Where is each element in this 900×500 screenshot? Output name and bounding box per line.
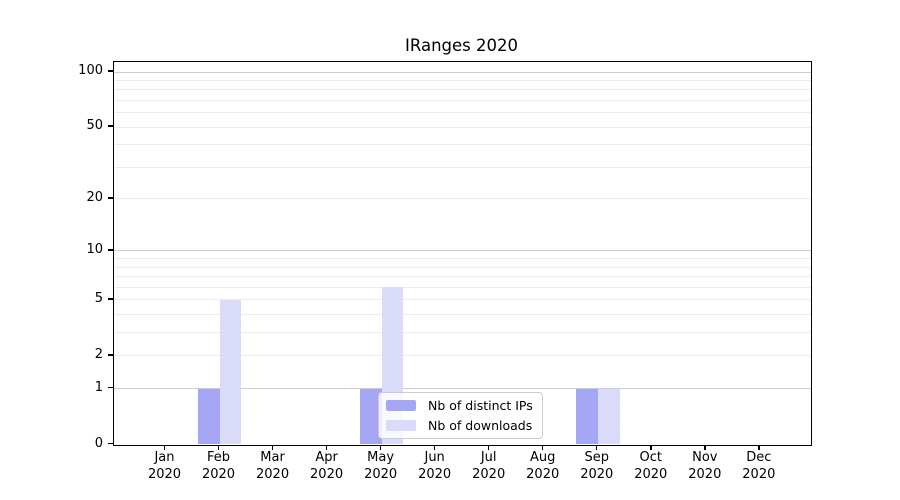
x-axis-tick — [379, 445, 382, 450]
gridline-minor — [114, 112, 811, 114]
x-axis-tick-label: Feb 2020 — [191, 450, 247, 483]
gridline-minor — [114, 99, 811, 101]
gridline-minor — [114, 126, 811, 128]
x-axis-tick — [217, 445, 220, 450]
x-axis-year: 2020 — [364, 466, 398, 482]
x-axis-tick-label: Nov 2020 — [677, 450, 733, 483]
legend-item: Nb of distinct IPs — [386, 398, 533, 413]
gridline-minor — [114, 266, 811, 268]
gridline-minor — [114, 286, 811, 288]
y-axis-tick — [107, 197, 113, 199]
chart-title: IRanges 2020 — [405, 36, 518, 55]
y-axis-tick-label: 10 — [86, 241, 103, 257]
gridline-minor — [114, 299, 811, 301]
x-axis-tick — [271, 445, 274, 450]
legend-item: Nb of downloads — [386, 418, 533, 433]
x-axis-tick-label: Jul 2020 — [461, 450, 517, 483]
x-axis-year: 2020 — [201, 466, 236, 482]
y-axis-tick-label: 0 — [94, 435, 103, 451]
x-axis-tick — [758, 445, 760, 450]
y-axis-tick — [107, 70, 113, 72]
x-axis-tick — [325, 445, 328, 450]
x-axis-year: 2020 — [580, 466, 614, 482]
x-axis-year: 2020 — [418, 466, 452, 482]
x-axis-month: Apr — [315, 450, 338, 465]
y-axis-tick-label: 2 — [94, 346, 103, 362]
gridline-minor — [114, 355, 811, 357]
bar-distinct-ips — [575, 388, 598, 445]
x-axis-tick-label: Jun 2020 — [407, 450, 463, 483]
y-axis-tick-label: 5 — [94, 290, 103, 306]
gridline-minor — [114, 276, 811, 278]
legend: Nb of distinct IPs Nb of downloads — [378, 392, 543, 439]
y-axis-tick-label: 100 — [78, 63, 103, 78]
x-axis-tick-label: Sep 2020 — [569, 450, 625, 483]
x-axis-tick-label: Oct 2020 — [623, 450, 679, 483]
x-axis-tick — [704, 445, 706, 450]
x-axis-tick — [433, 445, 436, 450]
x-axis-month: Aug — [530, 450, 556, 465]
x-axis-month: Dec — [746, 450, 772, 465]
y-axis-tick-label: 1 — [94, 379, 103, 395]
y-axis-tick — [107, 125, 113, 127]
x-axis-month: Oct — [639, 450, 662, 465]
y-axis-tick — [107, 249, 113, 251]
gridline-minor — [114, 258, 811, 260]
x-axis-tick-label: Apr 2020 — [299, 450, 355, 483]
x-axis-month: Nov — [692, 450, 718, 465]
x-axis-tick — [163, 445, 166, 450]
legend-swatch — [386, 420, 416, 431]
legend-label: Nb of downloads — [428, 418, 533, 433]
x-axis-month: Jan — [154, 450, 175, 465]
y-axis-tick-label: 20 — [86, 189, 103, 205]
plot-area — [113, 61, 812, 446]
x-axis-month: Sep — [584, 450, 609, 465]
x-axis-year: 2020 — [310, 466, 344, 482]
x-axis-month: Jul — [480, 450, 497, 465]
gridline-minor — [114, 332, 811, 334]
y-axis-tick — [107, 442, 113, 445]
gridline-minor — [114, 89, 811, 91]
gridline-minor — [114, 314, 811, 316]
y-axis-tick — [107, 298, 113, 300]
bar-distinct-ips — [359, 388, 382, 445]
gridline-minor — [114, 144, 811, 146]
y-axis-tick-label: 50 — [86, 118, 103, 134]
x-axis-month: Feb — [207, 450, 231, 465]
x-axis-tick-label: Dec 2020 — [731, 450, 787, 483]
gridline-minor — [114, 166, 811, 168]
x-axis-tick-label: May 2020 — [353, 450, 409, 483]
x-axis-tick-label: Mar 2020 — [245, 450, 301, 483]
gridline-minor — [114, 198, 811, 200]
gridline-major — [114, 71, 811, 73]
x-axis-year: 2020 — [256, 466, 290, 482]
x-axis-tick-label: Aug 2020 — [515, 450, 571, 483]
x-axis-year: 2020 — [634, 466, 668, 482]
x-axis-month: May — [367, 450, 395, 465]
x-axis-year: 2020 — [742, 466, 776, 482]
bar-downloads — [597, 388, 620, 445]
x-axis-year: 2020 — [472, 466, 506, 482]
bar-distinct-ips — [197, 388, 220, 445]
legend-label: Nb of distinct IPs — [428, 398, 533, 413]
x-axis-tick — [595, 445, 598, 450]
y-axis-tick — [107, 354, 113, 356]
x-axis-month: Jun — [424, 450, 445, 465]
x-axis-year: 2020 — [147, 466, 182, 482]
legend-swatch — [386, 400, 416, 411]
x-axis-tick — [487, 445, 490, 450]
x-axis-tick — [541, 445, 544, 450]
x-axis-year: 2020 — [526, 466, 560, 482]
gridline-minor — [114, 79, 811, 81]
gridline-major — [114, 250, 811, 252]
x-axis-month: Mar — [260, 450, 285, 465]
bar-downloads — [219, 299, 242, 445]
x-axis-year: 2020 — [688, 466, 722, 482]
x-axis-tick — [650, 445, 652, 450]
x-axis-tick-label: Jan 2020 — [137, 450, 193, 483]
y-axis-tick — [107, 386, 113, 389]
gridline-major — [114, 388, 811, 390]
